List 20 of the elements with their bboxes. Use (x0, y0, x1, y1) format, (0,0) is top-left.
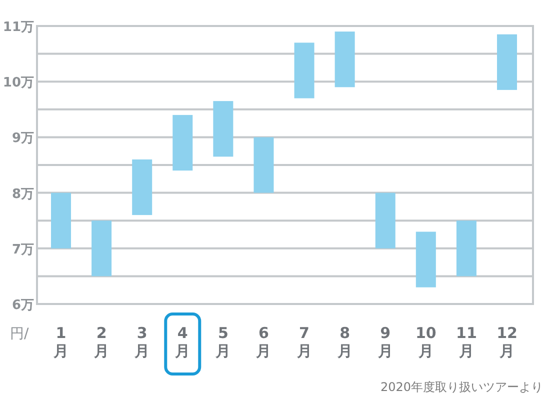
x-tick-label: 9月 (376, 324, 393, 360)
x-tick-label: 3月 (134, 324, 150, 360)
y-tick-label: 11万 (2, 20, 34, 35)
x-tick-label: 1月 (52, 324, 68, 360)
ylabel: 円/ (10, 326, 29, 342)
x-tick-label: 12月 (496, 324, 518, 360)
x-tick-label: 2月 (93, 324, 110, 360)
x-tick-label: 8月 (336, 324, 352, 360)
y-tick-label: 8万 (12, 186, 34, 202)
x-tick-label: 4月 (174, 324, 190, 360)
x-tick-label: 10月 (415, 324, 436, 360)
x-tick-label: 6月 (255, 324, 272, 360)
x-tick-label: 5月 (214, 324, 231, 360)
annotation: 2020年度取り扱いツアーより (380, 380, 543, 394)
y-tick-label: 10万 (2, 76, 34, 91)
x-tick-label: 11月 (456, 324, 477, 360)
y-tick-label: 7万 (12, 242, 34, 258)
x-tick-label: 7月 (296, 324, 312, 360)
y-tick-label: 6万 (12, 298, 34, 313)
y-tick-label: 9万 (12, 131, 34, 146)
